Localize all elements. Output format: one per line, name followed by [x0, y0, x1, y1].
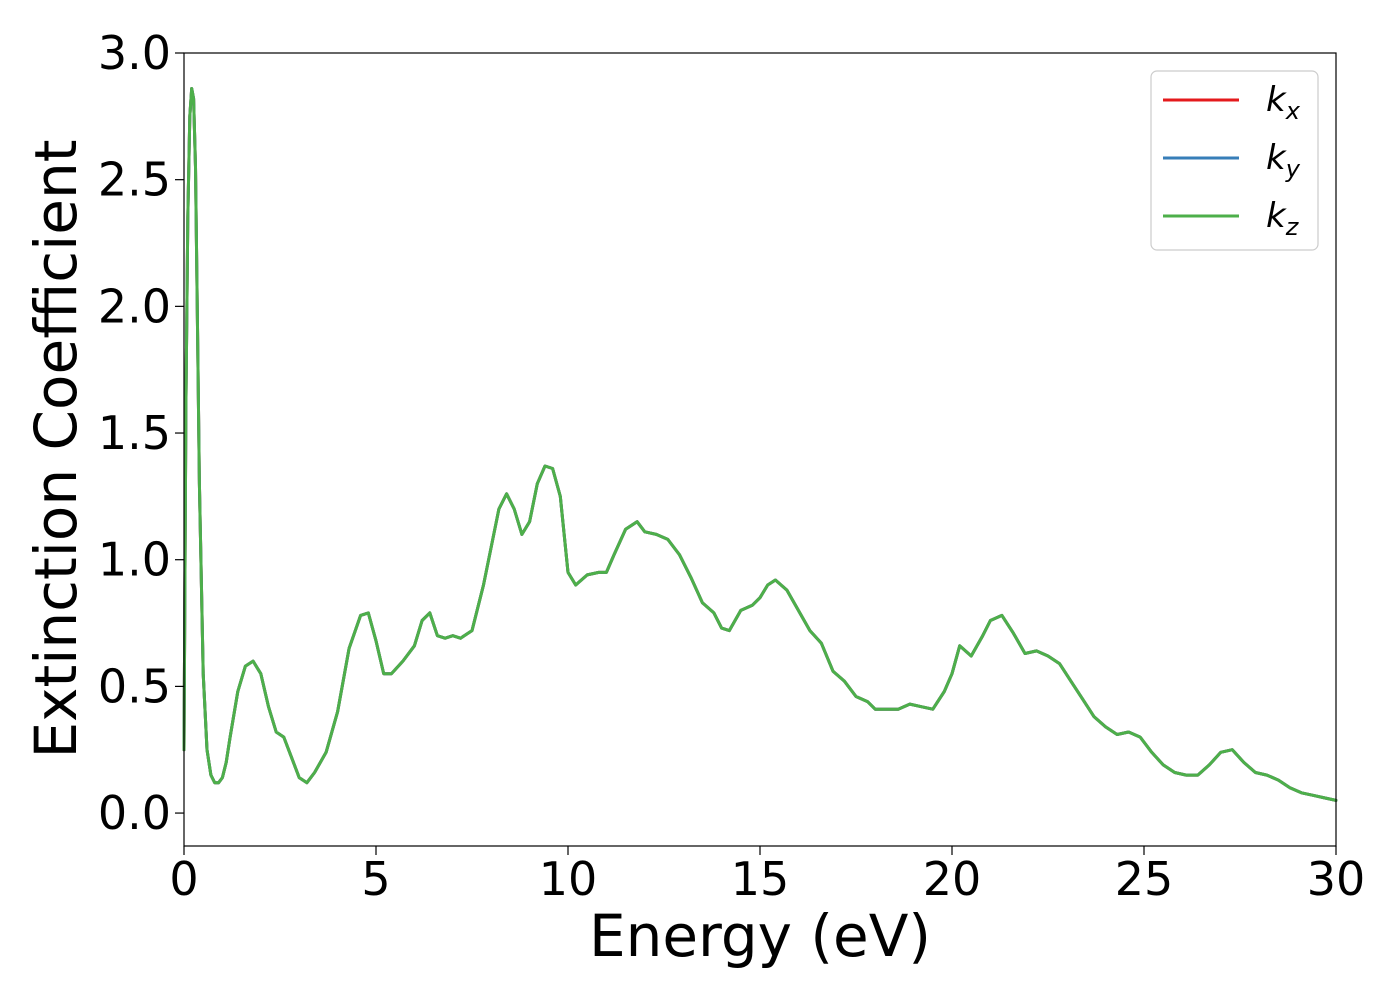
y-tick-label: 1.5 — [98, 406, 171, 460]
series-layer — [182, 87, 1338, 802]
legend-label-subscript: z — [1285, 213, 1300, 241]
x-tick-label: 25 — [1115, 852, 1174, 906]
x-tick-label: 20 — [923, 852, 982, 906]
legend-label-main: k — [1266, 138, 1287, 178]
x-tick-label: 30 — [1307, 852, 1366, 906]
legend-label-k-z: kz — [1266, 196, 1300, 241]
y-tick-label: 0.5 — [98, 659, 171, 713]
legend-label-k-x: kx — [1266, 80, 1301, 125]
legend-label-main: k — [1266, 196, 1287, 236]
y-tick-label: 2.0 — [98, 279, 171, 333]
x-tick-label: 0 — [169, 852, 198, 906]
x-tick-label: 15 — [731, 852, 790, 906]
y-axis-label: Extinction Coefficient — [22, 140, 90, 759]
legend-label-k-y: ky — [1266, 138, 1301, 183]
x-tick-label: 10 — [539, 852, 598, 906]
legend-label-main: k — [1266, 80, 1287, 120]
y-tick-label: 2.5 — [98, 153, 171, 207]
x-axis-label: Energy (eV) — [589, 902, 931, 970]
y-tick-label: 1.0 — [98, 533, 171, 587]
legend-box — [1150, 70, 1319, 251]
x-tick-label: 5 — [361, 852, 390, 906]
x-axis-ticks: 0 5 10 15 20 25 30 — [169, 846, 1365, 906]
series-line-k-z — [182, 87, 1338, 802]
legend-label-subscript: y — [1285, 155, 1301, 183]
legend-label-subscript: x — [1285, 97, 1301, 125]
y-tick-label: 3.0 — [98, 26, 171, 80]
y-axis-ticks: 0.0 0.5 1.0 1.5 2.0 2.5 3.0 — [98, 26, 184, 840]
y-tick-label: 0.0 — [98, 786, 171, 840]
